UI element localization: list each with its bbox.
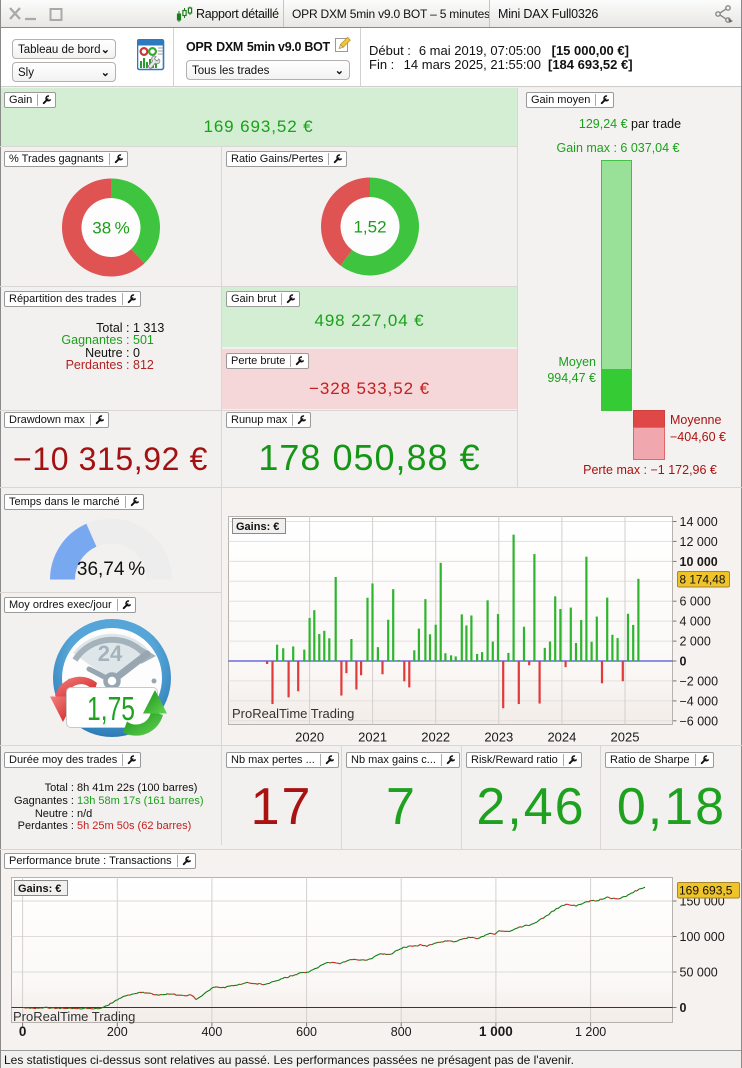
svg-text:1,52: 1,52 (353, 218, 386, 237)
svg-text:6 000: 6 000 (680, 595, 711, 609)
svg-text:800: 800 (391, 1025, 412, 1039)
svg-text:14 000: 14 000 (680, 515, 718, 529)
svg-text:1 200: 1 200 (575, 1025, 606, 1039)
svg-text:2020: 2020 (295, 730, 324, 745)
svg-text:ProRealTime Trading: ProRealTime Trading (13, 1009, 135, 1024)
svg-text:2 000: 2 000 (680, 635, 711, 649)
svg-text:−2 000: −2 000 (680, 674, 719, 688)
svg-text:50 000: 50 000 (680, 966, 718, 980)
svg-text:200: 200 (107, 1025, 128, 1039)
svg-text:10 000: 10 000 (680, 555, 718, 569)
svg-text:ProRealTime Trading: ProRealTime Trading (232, 706, 354, 721)
svg-text:2022: 2022 (421, 730, 450, 745)
svg-text:0: 0 (680, 655, 687, 669)
svg-text:169 693,5: 169 693,5 (679, 884, 733, 898)
svg-text:600: 600 (296, 1025, 317, 1039)
svg-text:100 000: 100 000 (680, 930, 725, 944)
svg-text:38 %: 38 % (92, 219, 129, 238)
svg-text:−6 000: −6 000 (680, 714, 719, 728)
svg-text:2025: 2025 (611, 730, 640, 745)
svg-text:0: 0 (19, 1024, 27, 1039)
svg-text:24: 24 (98, 641, 123, 666)
svg-text:12 000: 12 000 (680, 535, 718, 549)
svg-text:1,75: 1,75 (87, 690, 135, 727)
svg-text:400: 400 (201, 1025, 222, 1039)
svg-text:8 174,48: 8 174,48 (680, 573, 726, 587)
svg-text:2021: 2021 (358, 730, 387, 745)
svg-text:0: 0 (680, 1001, 687, 1015)
svg-text:2023: 2023 (484, 730, 513, 745)
svg-text:36,74 %: 36,74 % (77, 559, 145, 580)
svg-text:−4 000: −4 000 (680, 694, 719, 708)
svg-text:4 000: 4 000 (680, 615, 711, 629)
svg-text:Gains: €: Gains: € (236, 521, 279, 533)
svg-text:1 000: 1 000 (479, 1024, 513, 1039)
svg-text:Gains: €: Gains: € (18, 883, 61, 895)
svg-text:2024: 2024 (547, 730, 576, 745)
